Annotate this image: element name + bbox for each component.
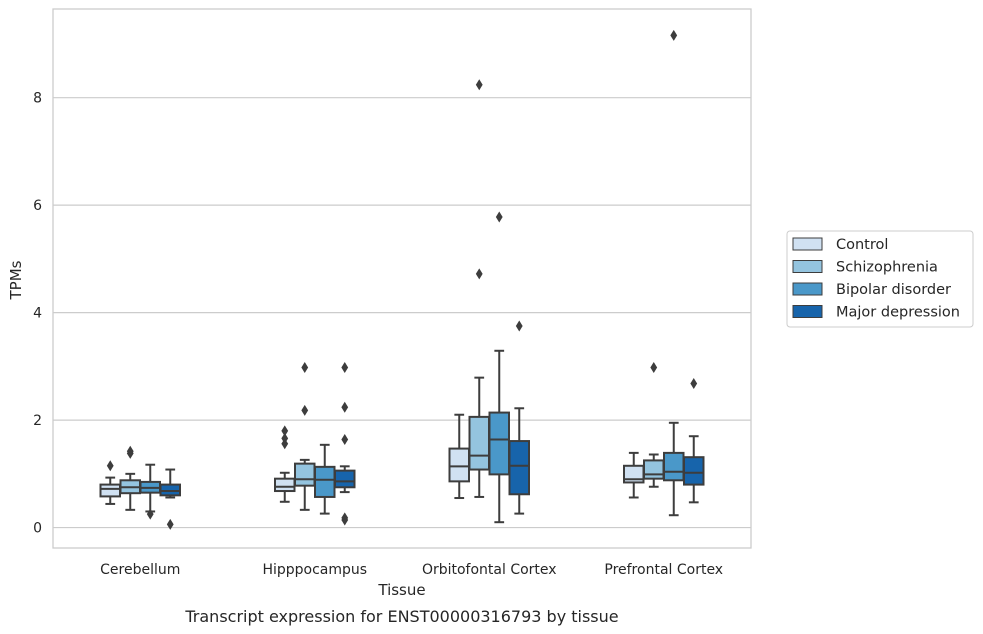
box-iqr	[274, 477, 296, 493]
outlier-point	[690, 378, 698, 390]
outlier-point	[126, 445, 134, 457]
legend-swatch	[792, 237, 823, 251]
box-series	[99, 413, 645, 505]
chart-caption: Transcript expression for ENST0000031679…	[184, 607, 618, 626]
x-tick-label: Prefrontal Cortex	[604, 562, 723, 578]
x-tick-label: Hipppocampus	[262, 562, 367, 578]
outlier-point	[341, 361, 349, 373]
outlier-point	[670, 29, 678, 41]
outlier-point	[341, 401, 349, 413]
x-tick-label: Orbitofontal Cortex	[422, 562, 557, 578]
box-iqr	[314, 465, 336, 498]
outlier-point	[341, 433, 349, 445]
legend-label: Bipolar disorder	[836, 282, 951, 298]
box-series	[139, 29, 685, 524]
box-iqr	[448, 447, 470, 483]
outlier-point	[146, 508, 154, 520]
box-group	[663, 29, 685, 517]
legend-label: Schizophrenia	[836, 260, 938, 276]
y-tick-label: 4	[33, 306, 42, 322]
box-group	[139, 463, 161, 520]
box-group	[274, 425, 296, 503]
box-iqr	[468, 415, 490, 471]
box-group	[448, 413, 470, 500]
box-group	[294, 361, 316, 511]
y-axis-label: TPMs	[7, 260, 25, 300]
outlier-point	[475, 79, 483, 91]
box-group	[623, 451, 645, 499]
box-iqr	[159, 483, 181, 497]
plot-frame	[52, 8, 752, 549]
y-tick-label: 0	[33, 521, 42, 537]
box-series-layer	[99, 29, 705, 530]
y-tick-label: 6	[33, 198, 42, 214]
outlier-point	[281, 425, 289, 437]
box-group	[683, 378, 705, 504]
box-iqr	[663, 451, 685, 482]
box-group	[334, 361, 356, 526]
outlier-point	[515, 320, 523, 332]
box-group	[643, 361, 665, 488]
legend: Control Schizophrenia Bipolar disorder Majo…	[786, 230, 974, 328]
box-iqr	[99, 483, 121, 498]
box-iqr	[334, 469, 356, 489]
legend-swatch	[792, 305, 823, 318]
outlier-point	[166, 518, 174, 530]
outlier-point	[106, 460, 114, 472]
outlier-point	[495, 211, 503, 223]
box-group	[508, 320, 530, 515]
box-iqr	[488, 411, 510, 476]
x-axis-label: Tissue	[377, 581, 425, 599]
box-iqr	[294, 462, 316, 487]
legend-label: Control	[836, 237, 888, 253]
y-tick-label: 8	[33, 91, 42, 107]
box-group	[159, 468, 181, 530]
outlier-point	[281, 432, 289, 444]
legend-swatch	[792, 260, 823, 273]
box-group	[468, 79, 490, 498]
x-tick-label: Cerebellum	[100, 562, 180, 578]
legend-swatch	[792, 282, 823, 296]
outlier-point	[650, 361, 658, 373]
y-tick-labels: 0 2 4 6 8	[33, 91, 42, 537]
outlier-point	[475, 268, 483, 280]
x-tick-labels: Cerebellum Hipppocampus Orbitofontal Corte…	[100, 562, 723, 578]
box-series	[159, 320, 705, 530]
outlier-point	[301, 404, 309, 416]
outlier-point	[341, 512, 349, 524]
box-iqr	[508, 440, 530, 496]
legend-frame	[786, 230, 974, 328]
box-iqr	[683, 456, 705, 486]
box-series	[119, 79, 665, 511]
y-tick-label: 2	[33, 413, 42, 429]
box-group	[488, 211, 510, 524]
box-iqr	[643, 459, 665, 480]
outlier-point	[301, 361, 309, 373]
legend-label: Major depression	[836, 305, 960, 321]
